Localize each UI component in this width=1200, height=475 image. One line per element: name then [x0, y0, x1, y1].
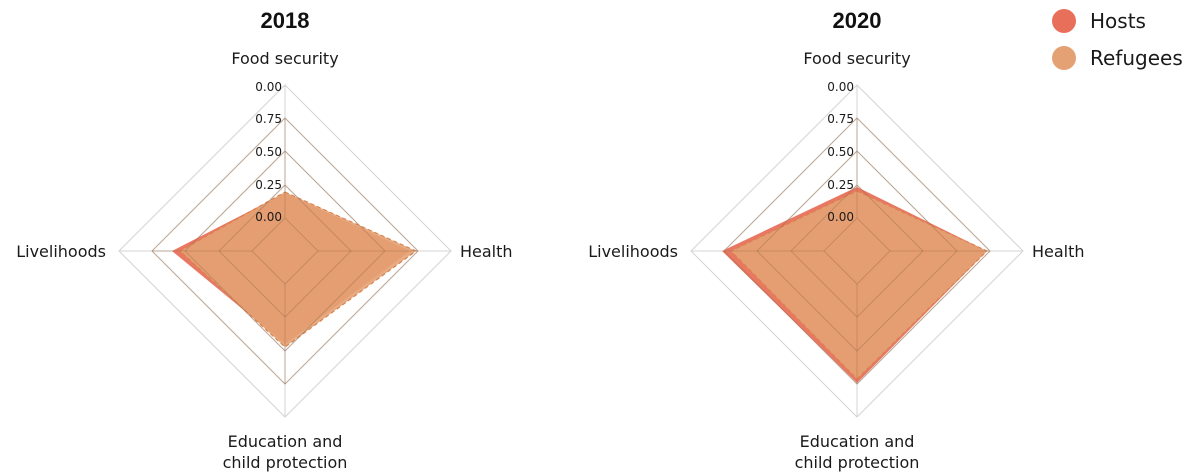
legend-swatch-hosts: [1052, 9, 1076, 33]
axis-label: Health: [460, 242, 513, 261]
axis-label: child protection: [223, 453, 348, 472]
series-area-refugees: [729, 190, 989, 380]
axis-label: Livelihoods: [588, 242, 678, 261]
grid-ring-overlay: [756, 150, 958, 352]
grid-ring-overlay: [790, 184, 924, 318]
legend-swatch-refugees: [1052, 46, 1076, 70]
chart-title: 2020: [833, 8, 882, 33]
tick-label: 0.75: [255, 112, 282, 126]
tick-label: 0.00: [255, 80, 282, 94]
series-area-refugees: [178, 191, 418, 348]
tick-label: 0.50: [827, 145, 854, 159]
grid-ring-overlay: [218, 184, 352, 318]
tick-label: 0.75: [827, 112, 854, 126]
grid-ring-overlay: [184, 150, 386, 352]
tick-label: 0.00: [255, 210, 282, 224]
tick-label: 0.00: [827, 210, 854, 224]
axis-label: Health: [1032, 242, 1085, 261]
axis-label: child protection: [795, 453, 920, 472]
axis-label: Livelihoods: [16, 242, 106, 261]
axis-label: Food security: [231, 49, 338, 68]
grid-ring-overlay: [723, 117, 991, 385]
legend-label-refugees: Refugees: [1090, 46, 1183, 70]
tick-label: 0.25: [255, 178, 282, 192]
axis-label: Education and: [800, 432, 915, 451]
axis-label: Food security: [803, 49, 910, 68]
grid-ring-overlay: [823, 217, 891, 285]
grid-ring-overlay: [151, 117, 419, 385]
tick-label: 0.25: [827, 178, 854, 192]
legend: Hosts Refugees: [1052, 9, 1183, 70]
tick-label: 0.00: [827, 80, 854, 94]
tick-label: 0.50: [255, 145, 282, 159]
legend-label-hosts: Hosts: [1090, 9, 1146, 33]
axis-label: Education and: [228, 432, 343, 451]
chart-title: 2018: [261, 8, 310, 33]
grid-ring-overlay: [251, 217, 319, 285]
radar-chart-2018: 2018 0.00 0.25 0.50 0.75 0.00 Food security Hea…: [16, 8, 512, 472]
radar-chart-2020: 2020 0.00 0.25 0.50 0.75 0.00 Food security Hea…: [588, 8, 1084, 472]
